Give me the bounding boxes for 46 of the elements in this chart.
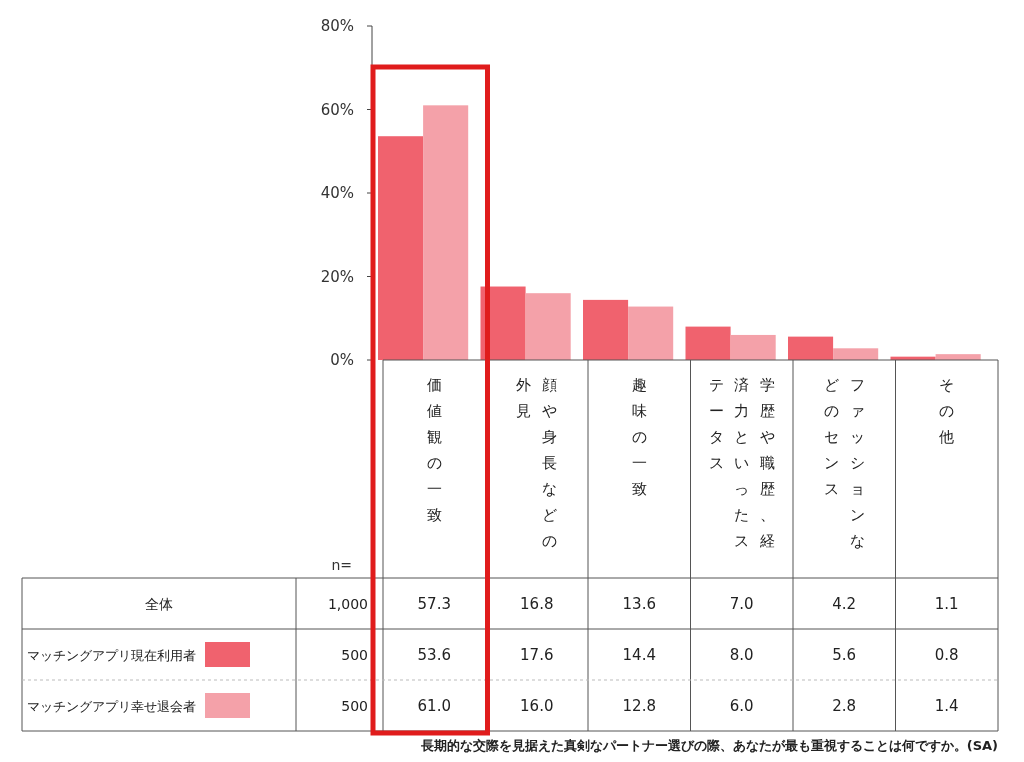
bar [833,348,879,360]
value-label: 0.8 [934,645,959,664]
y-tick-label: 80% [320,17,354,35]
value-label: 17.6 [520,645,554,664]
value-label: 16.8 [520,594,554,613]
y-tick-label: 60% [320,100,354,119]
text: n= [331,557,352,573]
x-tick-label: その他 [938,375,956,448]
value-label: 2.8 [832,696,857,715]
bar [423,105,469,360]
value-label: 16.0 [520,696,554,715]
value-label: 61.0 [417,696,451,715]
bar [788,336,834,360]
value-label: 12.8 [622,696,656,715]
bar [378,136,424,360]
bar [525,293,571,360]
y-tick-label: 0% [330,351,354,369]
text: 長期的な交際を見据えた真剣なパートナー選びの際、あなたが最も重視することは何ですか。(SA) [419,738,998,753]
x-tick-label: ファッションなどのセンス [822,375,866,552]
value-label: 4.2 [832,594,857,613]
value-label: 13.6 [622,594,656,613]
text: 500 [341,697,368,714]
x-tick-label: 学歴や職歴、経済力といったステータス [707,375,776,552]
text: 全体 [145,595,173,612]
legend-label: マッチングアプリ幸せ退会者 [27,698,196,714]
value-label: 1.1 [934,594,959,613]
x-tick-label: 価値観の一致 [425,375,443,526]
text: 500 [341,646,368,663]
text: 1,000 [327,595,368,612]
bar [685,326,731,360]
value-label: 8.0 [729,645,754,664]
value-label: 5.6 [832,645,857,664]
value-label: 53.6 [417,645,451,664]
x-tick-label: 趣味の一致 [630,375,648,500]
value-label: 6.0 [729,696,754,715]
value-label: 1.4 [934,696,959,715]
bar [730,334,776,360]
value-label: 14.4 [622,645,656,664]
value-label: 57.3 [417,594,451,613]
y-tick-label: 40% [320,184,354,202]
y-tick-label: 20% [320,267,354,286]
legend-label: マッチングアプリ現在利用者 [27,647,196,663]
x-tick-label: 顔や身長などの外見 [515,375,559,552]
value-label: 7.0 [729,594,754,613]
bar [583,299,629,360]
bar [628,306,674,360]
